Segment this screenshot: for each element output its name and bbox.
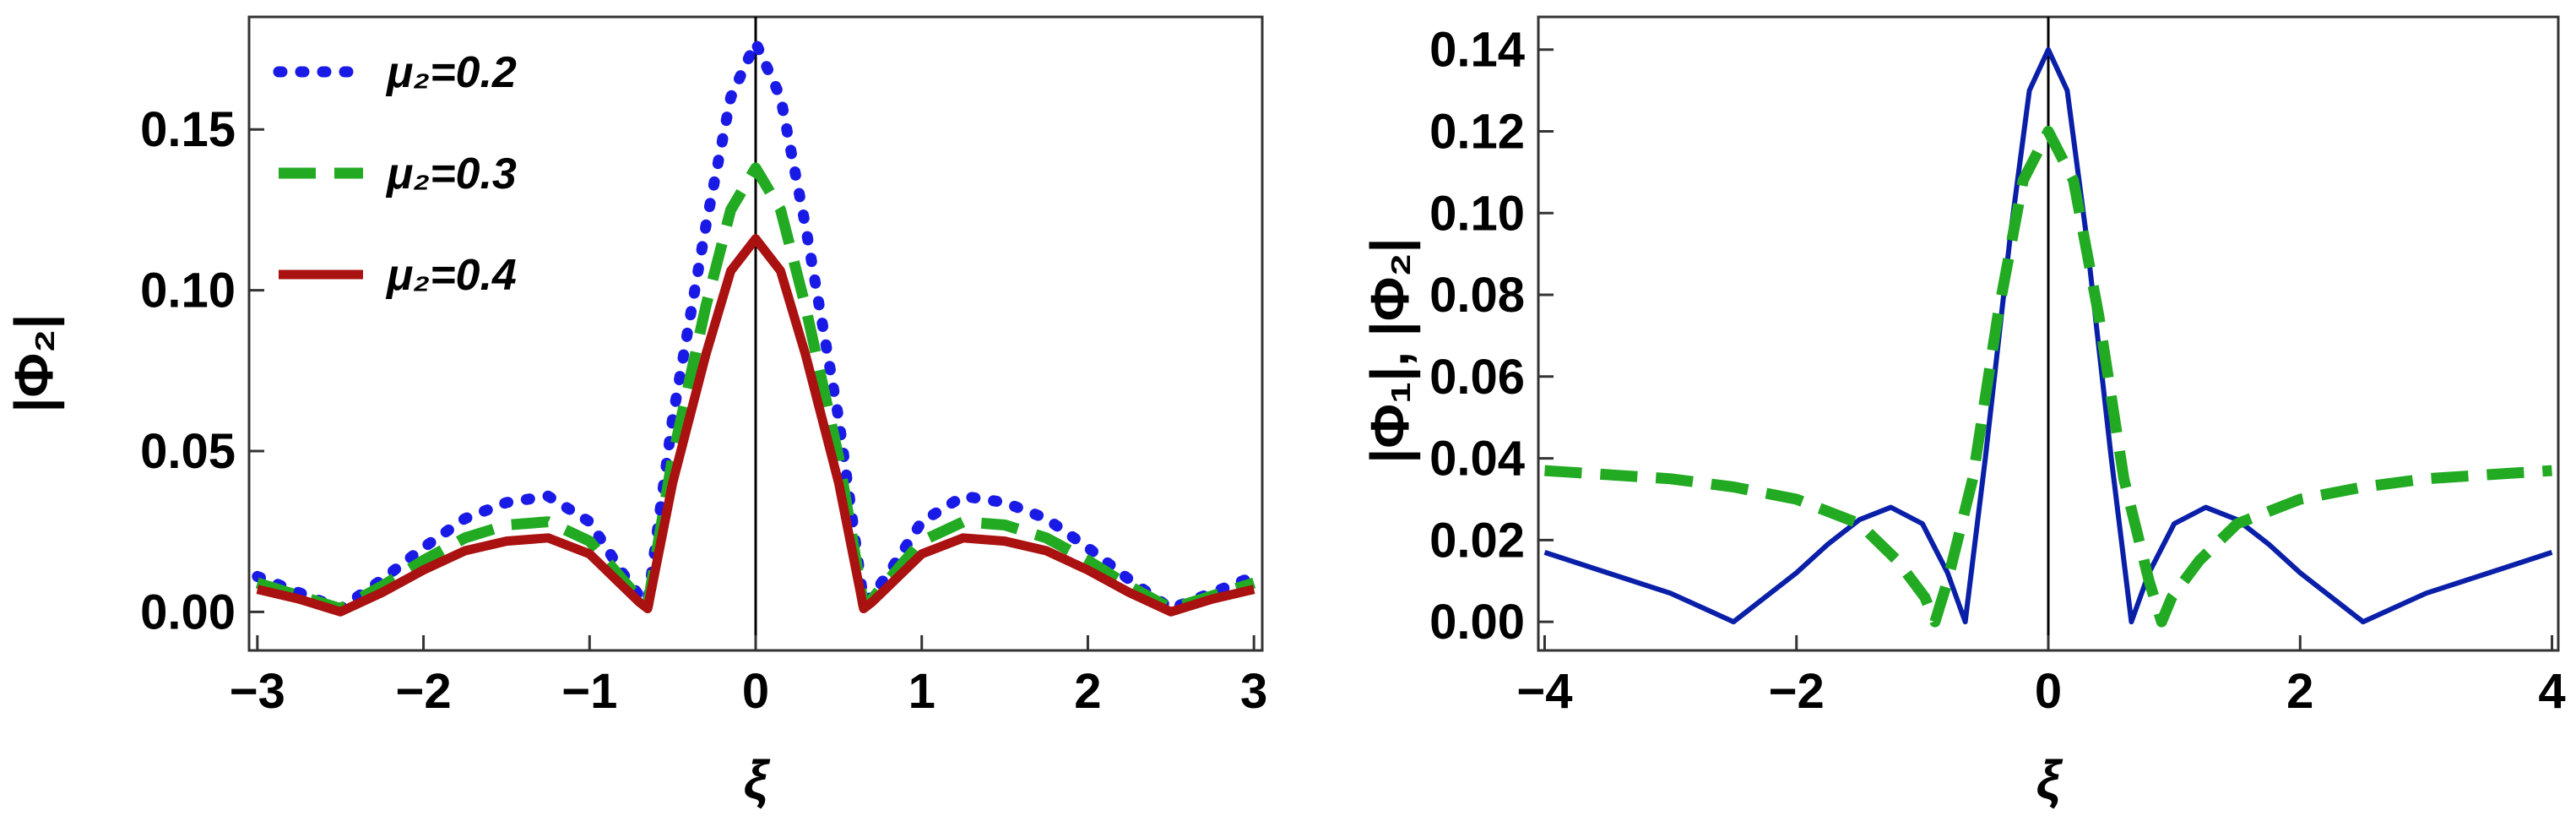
y-tick-label: 0.12 (1429, 104, 1525, 159)
y-tick-label: 0.15 (140, 102, 236, 157)
y-tick-label: 0.05 (140, 424, 236, 479)
y-tick-label: 0.02 (1429, 513, 1525, 568)
left-chart-panel: −3 −2 −1 0 1 2 3 0.00 0.05 0.10 0.15 ξ |Φ₂| μ₂=0.2 μ₂=… (3, 15, 1267, 810)
y-tick-label: 0.00 (1429, 595, 1525, 650)
series-line-0 (1543, 46, 2553, 625)
x-tick-label: 4 (2538, 664, 2565, 719)
x-axis-label: ξ (2036, 749, 2064, 810)
x-tick-label: 3 (1240, 664, 1267, 719)
x-tick-label: −1 (561, 664, 617, 719)
y-tick-label: 0.06 (1429, 350, 1525, 405)
series-line-0 (252, 37, 1260, 614)
series-line-1 (1544, 126, 2552, 628)
right-chart-panel: −4 −2 0 2 4 0.00 0.02 0.04 0.06 0.08 0.10 0.12 0.14 ξ… (1359, 15, 2566, 810)
y-tick-label: 0.04 (1429, 432, 1525, 487)
x-tick-label: −2 (1769, 664, 1825, 719)
legend-label-2: μ₂=0.4 (385, 251, 517, 300)
y-tick-label: 0.10 (140, 264, 236, 318)
x-tick-label: 1 (908, 664, 935, 719)
y-tick-label: 0.00 (140, 585, 236, 639)
x-tick-label: 2 (1074, 664, 1101, 719)
y-tick-label: 0.14 (1429, 23, 1525, 78)
x-tick-label: −2 (395, 664, 451, 719)
x-axis-label: ξ (744, 749, 771, 810)
series-line-1 (255, 162, 1256, 614)
y-axis-label: |Φ₁|, |Φ₂| (1359, 237, 1421, 463)
x-tick-label: −4 (1516, 664, 1572, 719)
x-tick-label: −3 (230, 664, 285, 719)
legend-label-1: μ₂=0.3 (385, 150, 517, 199)
x-tick-label: 0 (742, 664, 769, 719)
y-axis-label: |Φ₂| (3, 314, 65, 413)
x-tick-label: 0 (2035, 664, 2062, 719)
series-line-2 (256, 234, 1255, 617)
legend-label-0: μ₂=0.2 (385, 48, 517, 97)
y-tick-label: 0.08 (1429, 268, 1525, 323)
x-tick-label: 2 (2286, 664, 2313, 719)
y-tick-label: 0.10 (1429, 186, 1525, 241)
